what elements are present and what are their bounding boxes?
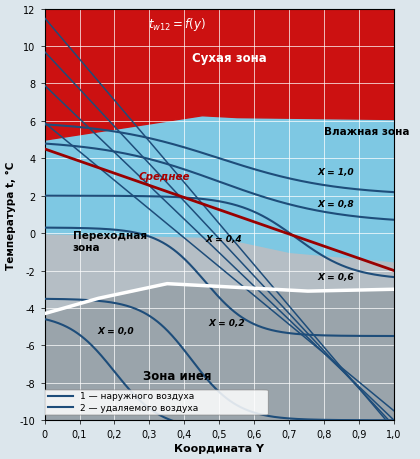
FancyBboxPatch shape: [37, 390, 268, 415]
Text: $t_{w12} = f(y)$: $t_{w12} = f(y)$: [148, 16, 206, 33]
Text: Переходная
зона: Переходная зона: [73, 230, 147, 252]
Text: X = 1,0: X = 1,0: [317, 168, 354, 176]
Y-axis label: Температура t, °C: Температура t, °C: [5, 161, 16, 269]
Text: Сухая зона: Сухая зона: [192, 52, 267, 65]
Text: X = 0,2: X = 0,2: [209, 319, 245, 328]
Text: X = 0,8: X = 0,8: [317, 199, 354, 208]
Text: Зона инея: Зона инея: [143, 369, 212, 382]
Text: Среднее: Среднее: [139, 172, 190, 181]
Text: 2 — удаляемого воздуха: 2 — удаляемого воздуха: [79, 403, 198, 412]
Text: 1 — наружного воздуха: 1 — наружного воздуха: [79, 392, 194, 401]
Text: X = 0,0: X = 0,0: [97, 326, 134, 335]
X-axis label: Координата Y: Координата Y: [174, 443, 264, 453]
Text: X = 0,6: X = 0,6: [317, 272, 354, 281]
Text: Влажная зона: Влажная зона: [324, 127, 410, 137]
Text: X = 0,4: X = 0,4: [205, 235, 242, 244]
